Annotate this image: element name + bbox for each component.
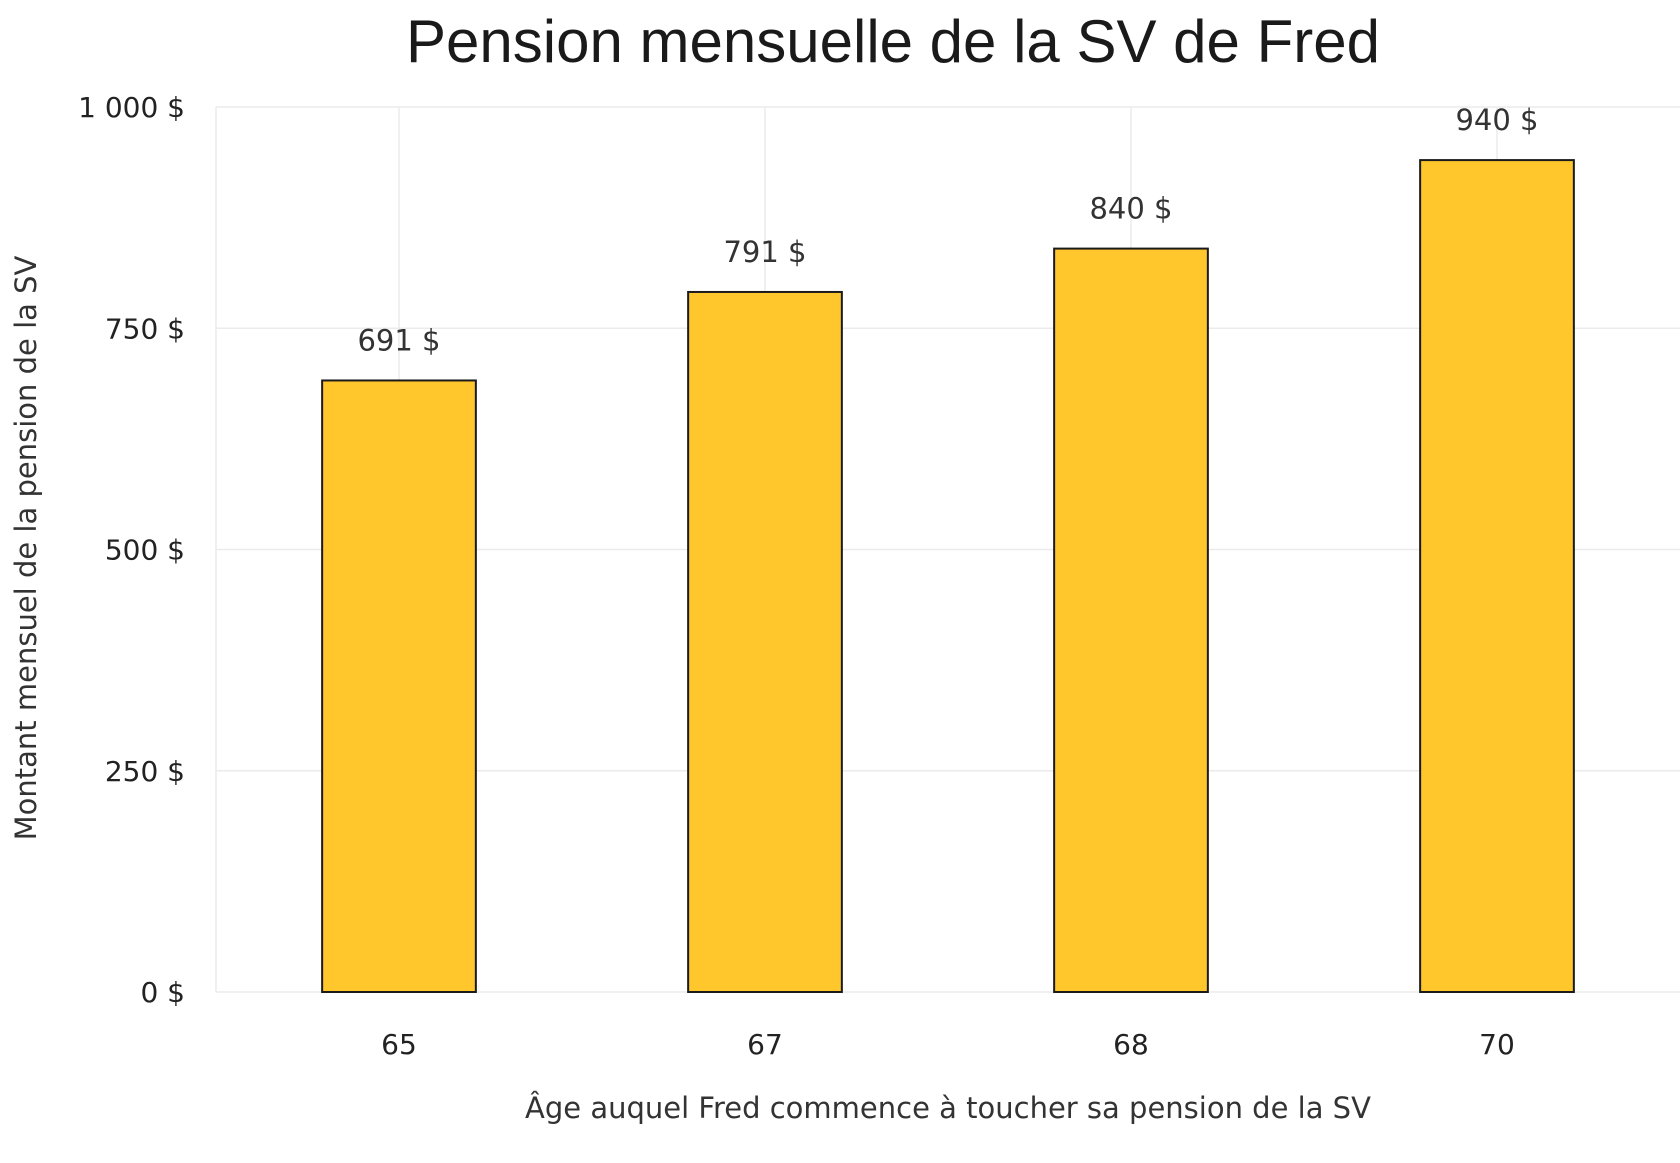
y-tick-label: 250 $ [105,755,185,788]
data-label: 940 $ [1455,103,1538,137]
y-tick-label: 0 $ [140,976,185,1009]
bar [1053,247,1209,994]
y-axis-ticks: 0 $ 250 $ 500 $ 750 $ 1 000 $ [78,91,185,1009]
data-label: 840 $ [1089,192,1172,226]
bar [687,290,843,993]
y-tick-label: 750 $ [105,312,185,345]
y-tick-label: 1 000 $ [78,91,185,124]
bars [321,159,1575,994]
data-label: 691 $ [357,323,440,357]
bar [1419,159,1575,994]
data-labels: 691 $ 791 $ 840 $ 940 $ [357,103,1538,357]
data-label: 791 $ [723,235,806,269]
x-tick-label: 68 [1113,1028,1149,1061]
chart-title: Pension mensuelle de la SV de Fred [406,8,1380,75]
y-axis-label: Montant mensuel de la pension de la SV [9,255,43,840]
x-tick-label: 70 [1479,1028,1515,1061]
x-axis-ticks: 65 67 68 70 [381,1028,1515,1061]
bar [321,379,477,993]
y-tick-label: 500 $ [105,534,185,567]
x-axis-label: Âge auquel Fred commence à toucher sa pe… [525,1091,1371,1125]
x-tick-label: 67 [747,1028,783,1061]
x-tick-label: 65 [381,1028,417,1061]
